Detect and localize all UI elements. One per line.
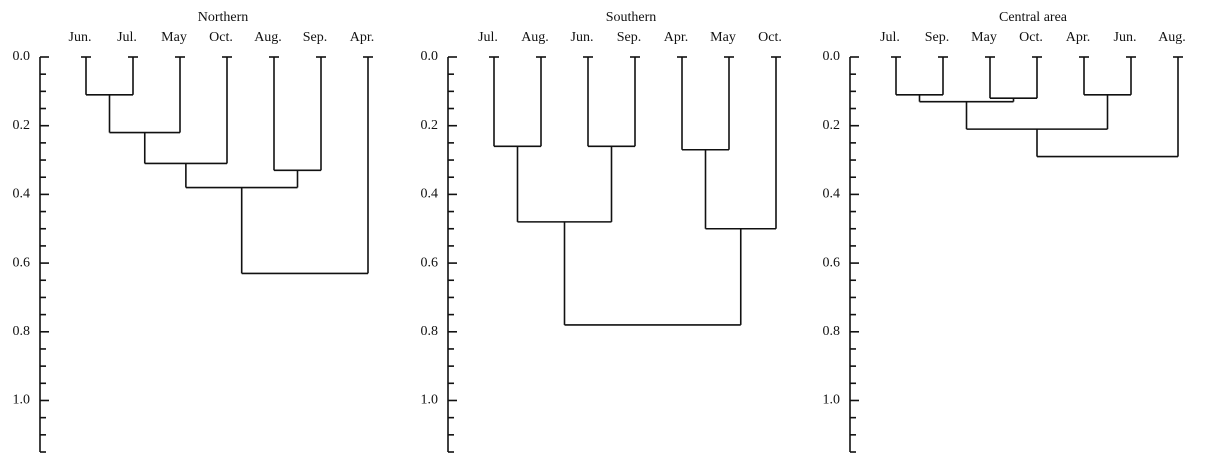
leaf-label: Jul.	[117, 30, 137, 45]
leaf-label: Oct.	[209, 30, 233, 45]
y-tick-label: 0.6	[13, 255, 31, 270]
leaf-label: Jul.	[880, 30, 900, 45]
leaf-label: Aug.	[1158, 30, 1186, 45]
y-tick-label: 0.8	[13, 324, 31, 339]
leaf-label: Jun.	[1114, 30, 1137, 45]
y-tick-label: 0.6	[421, 255, 439, 270]
leaf-label: Sep.	[617, 30, 642, 45]
y-tick-label: 0.8	[823, 324, 841, 339]
leaf-label: May	[710, 30, 736, 45]
panel-title: Northern	[198, 10, 249, 25]
leaf-label: Sep.	[303, 30, 328, 45]
y-tick-label: 0.4	[421, 187, 439, 202]
leaf-label: Oct.	[758, 30, 782, 45]
y-tick-label: 0.4	[823, 187, 841, 202]
y-tick-label: 0.0	[421, 49, 439, 64]
leaf-label: Aug.	[254, 30, 282, 45]
y-tick-label: 1.0	[13, 393, 31, 408]
y-tick-label: 0.2	[421, 118, 439, 133]
y-tick-label: 1.0	[421, 393, 439, 408]
panel-title: Southern	[606, 10, 657, 25]
y-tick-label: 0.0	[823, 49, 841, 64]
y-tick-label: 0.2	[13, 118, 31, 133]
leaf-label: Aug.	[521, 30, 549, 45]
leaf-label: Apr.	[1066, 30, 1091, 45]
y-tick-label: 0.2	[823, 118, 841, 133]
leaf-label: Sep.	[925, 30, 950, 45]
leaf-label: Jun.	[571, 30, 594, 45]
y-tick-label: 0.6	[823, 255, 841, 270]
leaf-label: May	[161, 30, 187, 45]
panel-title: Central area	[999, 10, 1068, 25]
y-tick-label: 0.4	[13, 187, 31, 202]
leaf-label: Apr.	[664, 30, 689, 45]
leaf-label: Oct.	[1019, 30, 1043, 45]
leaf-label: Jun.	[69, 30, 92, 45]
leaf-label: May	[971, 30, 997, 45]
y-tick-label: 1.0	[823, 393, 841, 408]
y-tick-label: 0.0	[13, 49, 31, 64]
y-tick-label: 0.8	[421, 324, 439, 339]
leaf-label: Jul.	[478, 30, 498, 45]
leaf-label: Apr.	[350, 30, 375, 45]
